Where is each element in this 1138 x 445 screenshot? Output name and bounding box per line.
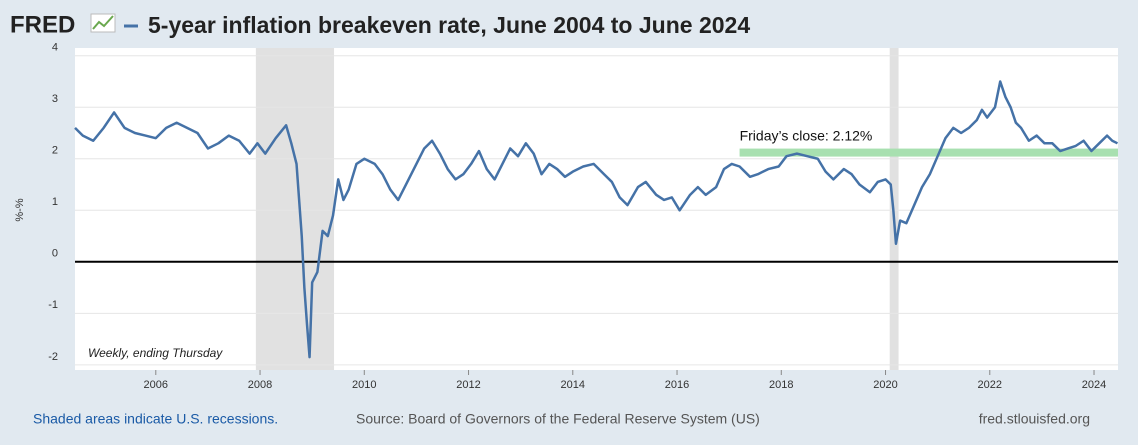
x-tick-label: 2016: [665, 379, 689, 391]
recession-band: [255, 48, 335, 370]
plot-area: [75, 48, 1118, 370]
y-tick-label: 1: [52, 196, 58, 208]
x-tick-label: 2024: [1082, 379, 1106, 391]
logo: FRED: [10, 11, 75, 38]
x-tick-label: 2006: [144, 379, 168, 391]
x-tick-label: 2020: [873, 379, 897, 391]
plot: Friday’s close: 2.12%: [74, 48, 1119, 370]
note: Weekly, ending Thursday: [88, 346, 223, 360]
y-tick-label: 2: [52, 145, 58, 157]
x-tick-label: 2012: [456, 379, 480, 391]
y-tick-label: 4: [52, 42, 58, 54]
y-tick-label: -1: [48, 299, 58, 311]
x-tick-label: 2018: [769, 379, 793, 391]
annotation-band: [739, 148, 1118, 157]
x-tick-label: 2022: [978, 379, 1002, 391]
x-tick-label: 2008: [248, 379, 272, 391]
chart-title: 5-year inflation breakeven rate, June 20…: [148, 12, 750, 38]
y-tick-label: -2: [48, 351, 58, 363]
source: Source: Board of Governors of the Federa…: [356, 411, 760, 427]
x-tick-label: 2014: [561, 379, 585, 391]
x-tick-label: 2010: [352, 379, 376, 391]
url[interactable]: fred.stlouisfed.org: [979, 411, 1090, 427]
recession-note[interactable]: Shaded areas indicate U.S. recessions.: [33, 411, 278, 427]
annotation-label: Friday’s close: 2.12%: [740, 127, 873, 143]
y-axis-label: %-%: [14, 198, 26, 221]
series-line: [74, 80, 1119, 359]
y-tick-label: 0: [52, 248, 58, 260]
y-tick-label: 3: [52, 93, 58, 105]
logo-icon: [90, 13, 116, 33]
